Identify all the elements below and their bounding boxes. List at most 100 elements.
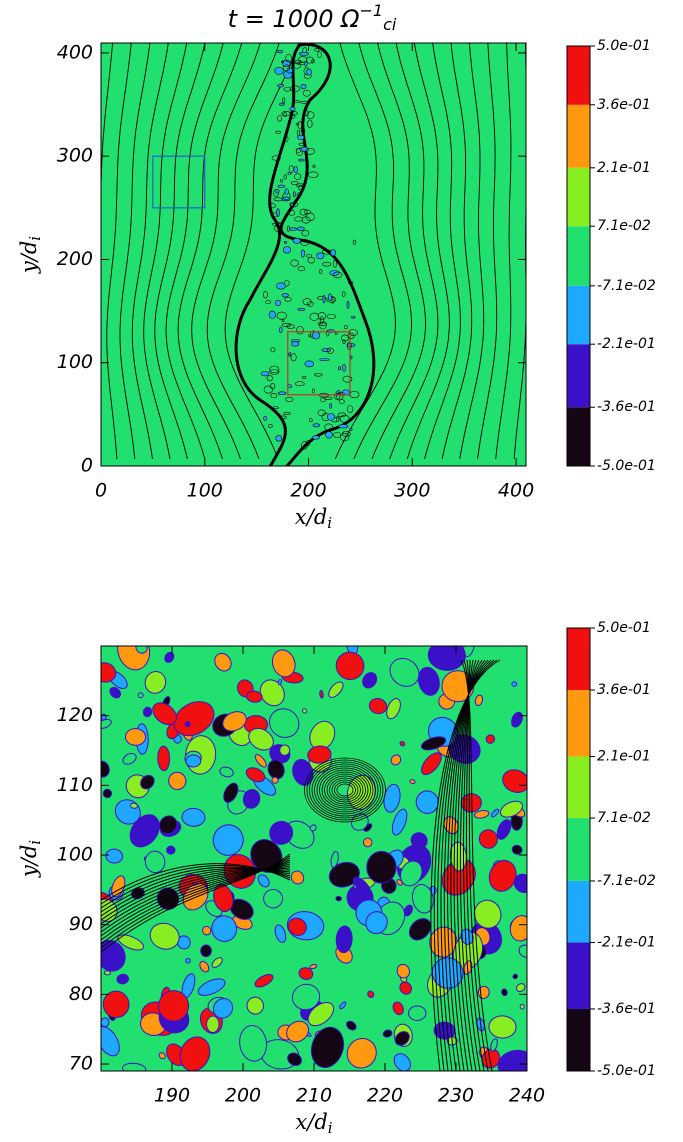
- eddy: [333, 431, 342, 438]
- field-line: [495, 43, 512, 460]
- colorbar-label: 2.1e-01: [597, 748, 651, 764]
- field-line: [459, 659, 477, 1071]
- eddy: [297, 307, 306, 311]
- eddy: [289, 201, 299, 208]
- eddy: [306, 68, 312, 76]
- eddy: [275, 221, 283, 228]
- eddy: [140, 774, 155, 790]
- field-line: [101, 869, 291, 917]
- eddy: [124, 728, 147, 746]
- eddy: [321, 348, 332, 352]
- field-line: [131, 43, 169, 460]
- eddy: [288, 209, 296, 216]
- eddy: [290, 339, 301, 342]
- eddy: [327, 347, 334, 354]
- eddy: [300, 100, 310, 104]
- eddy: [212, 824, 244, 856]
- eddy: [348, 281, 354, 285]
- eddy: [317, 321, 327, 326]
- y-tick-label: 80: [69, 983, 93, 1005]
- field-line: [316, 767, 374, 813]
- eddy: [485, 734, 496, 744]
- field-line: [106, 43, 132, 460]
- field-line: [101, 853, 291, 953]
- eddy: [279, 415, 287, 420]
- eddy: [339, 1001, 347, 1010]
- y-tick-label: 110: [57, 774, 93, 796]
- eddy: [144, 850, 166, 874]
- eddy: [307, 119, 313, 129]
- eddy: [142, 706, 153, 718]
- eddy: [317, 295, 327, 301]
- eddy: [298, 142, 305, 146]
- title-sub: ci: [383, 15, 397, 34]
- eddy: [411, 884, 434, 914]
- eddy: [271, 155, 281, 161]
- eddy: [335, 651, 365, 681]
- field-line: [154, 43, 206, 460]
- eddy: [474, 694, 484, 707]
- eddy: [319, 358, 330, 362]
- eddy: [300, 249, 306, 258]
- eddy: [330, 851, 339, 868]
- eddy: [158, 815, 178, 835]
- eddy: [386, 698, 401, 720]
- x-tick-label: 240: [509, 1085, 545, 1107]
- eddy: [122, 752, 137, 765]
- colorbar-label: -2.1e-01: [597, 935, 656, 951]
- field-line: [306, 759, 384, 821]
- eddy: [157, 745, 171, 772]
- eddy: [279, 102, 285, 106]
- eddy: [298, 158, 305, 162]
- eddy: [282, 246, 292, 254]
- field-line: [206, 43, 280, 460]
- field-line: [321, 771, 369, 809]
- eddy: [277, 391, 287, 396]
- eddy: [306, 301, 314, 307]
- eddy: [478, 829, 498, 849]
- eddy: [310, 1026, 345, 1068]
- eddy: [311, 59, 315, 64]
- eddy: [184, 721, 191, 728]
- eddy: [304, 61, 308, 67]
- axis-label-sub: i: [327, 514, 332, 532]
- eddy: [270, 393, 278, 399]
- region-box: [152, 155, 206, 209]
- eddy: [109, 686, 122, 699]
- eddy: [305, 440, 311, 447]
- eddy: [286, 1020, 310, 1043]
- eddy: [269, 365, 280, 374]
- eddy: [263, 291, 269, 299]
- field-line: [101, 43, 114, 205]
- axis-label-text: y/d: [17, 241, 41, 274]
- colorbar-label: 3.6e-01: [597, 97, 651, 113]
- eddy: [335, 925, 353, 954]
- colorbar-band: [567, 690, 590, 757]
- eddy: [101, 1026, 120, 1057]
- eddy: [366, 850, 397, 884]
- eddy: [149, 922, 180, 950]
- eddy: [269, 369, 280, 375]
- eddy: [101, 662, 117, 683]
- y-tick-label: 200: [57, 248, 93, 270]
- eddy: [311, 435, 320, 440]
- field-line: [224, 43, 299, 460]
- eddy: [267, 759, 285, 780]
- axis-label-sub: i: [328, 1119, 333, 1137]
- field-line: [462, 659, 481, 1071]
- eddy: [270, 347, 276, 353]
- eddy: [325, 431, 333, 439]
- y-tick-label: 100: [57, 844, 93, 866]
- eddy: [275, 130, 281, 134]
- eddy: [319, 690, 324, 699]
- eddy: [332, 271, 343, 279]
- eddy: [365, 911, 388, 935]
- eddy: [316, 252, 325, 260]
- eddy: [287, 917, 307, 936]
- eddy: [308, 418, 313, 423]
- eddy: [309, 963, 318, 970]
- eddy: [409, 779, 416, 785]
- field-line: [334, 781, 356, 799]
- y-tick-label: 120: [57, 704, 93, 726]
- eddy: [201, 925, 212, 936]
